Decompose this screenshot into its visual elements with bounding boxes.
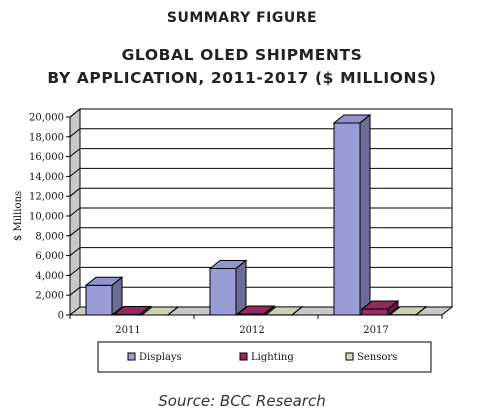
bar-sensors-2012 bbox=[264, 305, 304, 317]
legend-item-sensors: Sensors bbox=[345, 352, 397, 363]
legend-item-displays: Displays bbox=[127, 352, 182, 363]
legend-swatch bbox=[345, 352, 354, 361]
source-caption: Source: BCC Research bbox=[158, 392, 326, 410]
gridline-side bbox=[69, 267, 81, 276]
gridline-side bbox=[69, 207, 81, 217]
y-tick-label: 16,000 bbox=[29, 152, 64, 163]
legend: Displays Lighting Sensors bbox=[97, 341, 432, 373]
gridline-side bbox=[69, 148, 81, 157]
x-axis-ticks: 2011 2012 2017 bbox=[69, 314, 443, 336]
y-tick-label: 10,000 bbox=[29, 212, 64, 223]
gridline-side bbox=[69, 128, 81, 138]
y-tick-label: 14,000 bbox=[29, 172, 64, 183]
legend-label: Sensors bbox=[357, 352, 397, 363]
y-tick-label: 4,000 bbox=[35, 271, 64, 282]
bar-lighting-2017 bbox=[360, 300, 400, 317]
gridline-side bbox=[69, 227, 81, 237]
y-tick-label: 12,000 bbox=[29, 192, 64, 203]
legend-item-lighting: Lighting bbox=[239, 352, 294, 363]
chart-background bbox=[68, 107, 454, 317]
legend-swatch bbox=[239, 352, 248, 361]
gridline-side bbox=[69, 168, 81, 177]
gridline-side bbox=[69, 247, 81, 256]
legend-label: Displays bbox=[139, 352, 182, 363]
summary-label: SUMMARY FIGURE bbox=[166, 10, 318, 26]
y-axis-label: $ Millions bbox=[13, 191, 24, 241]
legend-box bbox=[97, 341, 432, 373]
x-tick-label: 2017 bbox=[363, 325, 388, 336]
chart-title-line2: BY APPLICATION, 2011-2017 ($ MILLIONS) bbox=[47, 69, 437, 87]
bar-displays-2011 bbox=[84, 276, 124, 317]
legend-swatch bbox=[127, 352, 136, 361]
bar-displays-2017 bbox=[332, 113, 372, 317]
y-tick-label: 6,000 bbox=[35, 251, 64, 262]
y-tick-label: 0 bbox=[58, 311, 64, 322]
gridlines bbox=[69, 108, 452, 296]
gridline-side bbox=[69, 286, 81, 296]
x-tick-label: 2011 bbox=[115, 325, 140, 336]
y-tick-label: 20,000 bbox=[29, 113, 64, 124]
bar-lighting-2012 bbox=[236, 304, 276, 317]
bar-displays-2012 bbox=[208, 259, 248, 317]
x-tick-label: 2012 bbox=[239, 325, 264, 336]
bars bbox=[84, 113, 428, 317]
y-tick-label: 18,000 bbox=[29, 132, 64, 143]
y-tick-label: 8,000 bbox=[35, 231, 64, 242]
y-axis-ticks: 0 2,000 4,000 6,000 8,000 10,000 12,000 14,000 1… bbox=[29, 113, 71, 322]
chart-title-line1: GLOBAL OLED SHIPMENTS bbox=[121, 46, 363, 64]
gridline-side bbox=[69, 187, 81, 197]
y-tick-label: 2,000 bbox=[35, 291, 64, 302]
legend-label: Lighting bbox=[251, 352, 294, 363]
gridline-side bbox=[69, 108, 81, 118]
